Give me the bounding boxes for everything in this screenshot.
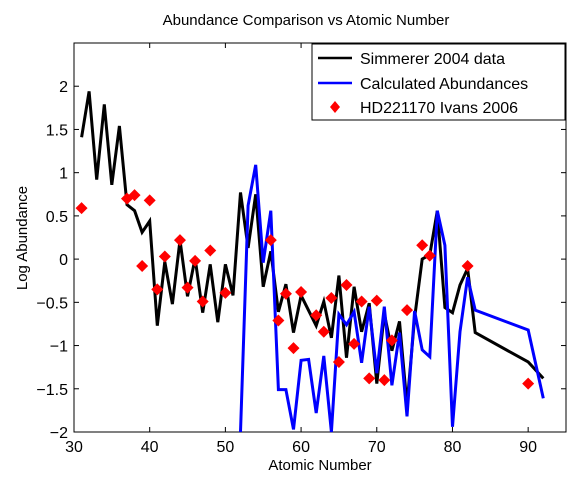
y-tick-label: 0 [59, 252, 68, 269]
y-tick-label: 1 [59, 166, 68, 183]
legend: Simmerer 2004 data Calculated Abundances… [311, 43, 566, 121]
scatter-point-hd221170-ivans-2006 [370, 294, 383, 307]
scatter-point-hd221170-ivans-2006 [264, 234, 277, 247]
scatter-point-hd221170-ivans-2006 [136, 260, 149, 273]
y-axis-label: Log Abundance [14, 186, 31, 290]
scatter-point-hd221170-ivans-2006 [355, 295, 368, 308]
scatter-point-hd221170-ivans-2006 [295, 285, 308, 298]
scatter-point-hd221170-ivans-2006 [310, 309, 323, 322]
x-tick-group: 30 40 50 60 70 80 90 [65, 43, 537, 456]
y-tick-label: 2 [59, 79, 68, 96]
scatter-point-hd221170-ivans-2006 [143, 194, 156, 207]
legend-label-ivans: HD221170 Ivans 2006 [360, 100, 518, 117]
scatter-point-hd221170-ivans-2006 [401, 304, 414, 317]
scatter-point-hd221170-ivans-2006 [363, 372, 376, 385]
scatter-point-hd221170-ivans-2006 [128, 189, 141, 202]
scatter-point-hd221170-ivans-2006 [348, 337, 361, 350]
x-tick-label: 30 [65, 439, 83, 456]
series-layer [75, 91, 545, 433]
legend-label-simmerer: Simmerer 2004 data [360, 51, 505, 68]
legend-marker-ivans [330, 101, 340, 113]
y-tick-group: −2 −1.5 −1 −0.5 0 0.5 1 1.5 2 [36, 79, 566, 442]
series-line-calculated-abundances [239, 164, 545, 433]
scatter-point-hd221170-ivans-2006 [173, 234, 186, 247]
scatter-point-hd221170-ivans-2006 [332, 355, 345, 368]
scatter-point-hd221170-ivans-2006 [75, 202, 88, 215]
x-tick-label: 70 [368, 439, 386, 456]
scatter-point-hd221170-ivans-2006 [287, 342, 300, 355]
scatter-point-hd221170-ivans-2006 [279, 287, 292, 300]
x-tick-label: 60 [292, 439, 310, 456]
scatter-point-hd221170-ivans-2006 [196, 295, 209, 308]
scatter-point-hd221170-ivans-2006 [340, 279, 353, 292]
y-tick-label: 1.5 [46, 122, 68, 139]
scatter-point-hd221170-ivans-2006 [272, 314, 285, 327]
scatter-point-hd221170-ivans-2006 [325, 292, 338, 305]
scatter-point-hd221170-ivans-2006 [385, 334, 398, 347]
scatter-point-hd221170-ivans-2006 [189, 254, 202, 267]
chart-title: Abundance Comparison vs Atomic Number [163, 12, 450, 29]
scatter-point-hd221170-ivans-2006 [423, 249, 436, 262]
scatter-point-hd221170-ivans-2006 [204, 244, 217, 257]
x-axis-label: Atomic Number [268, 457, 371, 474]
scatter-point-hd221170-ivans-2006 [416, 239, 429, 252]
scatter-point-hd221170-ivans-2006 [181, 281, 194, 294]
legend-box [311, 43, 566, 121]
scatter-point-hd221170-ivans-2006 [151, 283, 164, 296]
x-tick-label: 50 [216, 439, 234, 456]
legend-label-calculated: Calculated Abundances [360, 76, 528, 93]
scatter-point-hd221170-ivans-2006 [378, 374, 391, 387]
x-tick-label: 90 [519, 439, 537, 456]
series-line-simmerer-2004-data [80, 91, 545, 406]
y-tick-label: −0.5 [36, 295, 68, 312]
y-tick-label: −1.5 [36, 382, 68, 399]
x-tick-label: 40 [141, 439, 159, 456]
y-tick-label: 0.5 [46, 209, 68, 226]
scatter-point-hd221170-ivans-2006 [158, 250, 171, 263]
scatter-point-hd221170-ivans-2006 [461, 260, 474, 273]
x-tick-label: 80 [444, 439, 462, 456]
y-tick-label: −2 [50, 425, 68, 442]
scatter-point-hd221170-ivans-2006 [522, 377, 535, 390]
y-tick-label: −1 [50, 339, 68, 356]
scatter-point-hd221170-ivans-2006 [219, 286, 232, 299]
scatter-point-hd221170-ivans-2006 [317, 325, 330, 338]
